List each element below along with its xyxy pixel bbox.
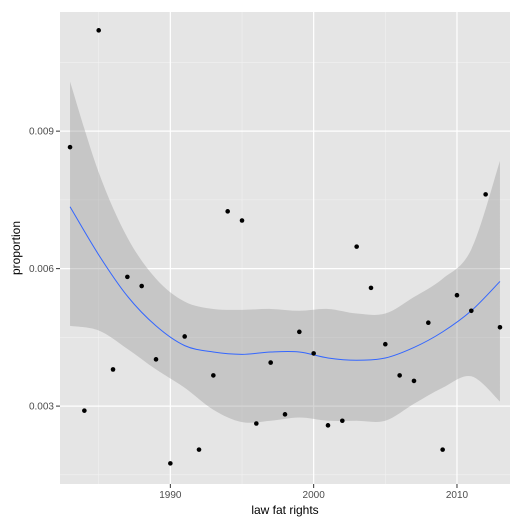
x-tick-label: 1990 — [159, 490, 182, 501]
data-point — [426, 320, 431, 325]
y-axis-title: proportion — [9, 221, 23, 275]
data-point — [225, 209, 230, 214]
y-tick-label: 0.006 — [29, 264, 54, 275]
data-point — [340, 418, 345, 424]
minor-gridlines — [60, 12, 510, 484]
data-point — [125, 274, 130, 280]
data-point — [354, 244, 359, 249]
data-point — [483, 192, 488, 197]
data-point — [67, 144, 73, 150]
smooth-line — [69, 206, 501, 361]
x-tick-label: 2000 — [303, 490, 326, 501]
data-point — [297, 329, 302, 335]
data-point — [96, 28, 101, 33]
data-point — [469, 308, 474, 314]
data-point — [82, 408, 87, 413]
data-point — [383, 341, 388, 347]
data-point — [196, 447, 202, 452]
data-point — [397, 373, 402, 378]
data-point — [239, 218, 245, 223]
x-tick-labels: 1990 2000 2010 — [159, 490, 468, 501]
x-tick-label: 2010 — [446, 490, 469, 501]
data-point — [497, 324, 503, 330]
data-point — [282, 412, 288, 417]
plot-panel — [60, 12, 510, 484]
confidence-band — [70, 81, 500, 423]
data-point — [110, 367, 116, 372]
major-gridlines — [60, 12, 510, 484]
data-point — [153, 357, 159, 362]
data-point — [311, 351, 316, 356]
data-point — [454, 292, 460, 298]
y-tick-labels: 0.003 0.006 0.009 — [29, 127, 54, 413]
x-axis-title: law fat rights — [251, 503, 318, 517]
data-points — [67, 28, 503, 466]
data-point — [211, 373, 216, 378]
data-point — [168, 461, 173, 466]
data-point — [325, 423, 331, 428]
data-point — [440, 447, 445, 452]
axis-ticks — [56, 130, 458, 488]
data-point — [411, 378, 417, 384]
y-tick-label: 0.003 — [29, 402, 54, 413]
y-tick-label: 0.009 — [29, 127, 54, 138]
data-point — [368, 285, 374, 291]
data-point — [268, 360, 273, 365]
data-point — [254, 421, 259, 426]
data-point — [182, 334, 187, 339]
data-point — [139, 283, 144, 289]
